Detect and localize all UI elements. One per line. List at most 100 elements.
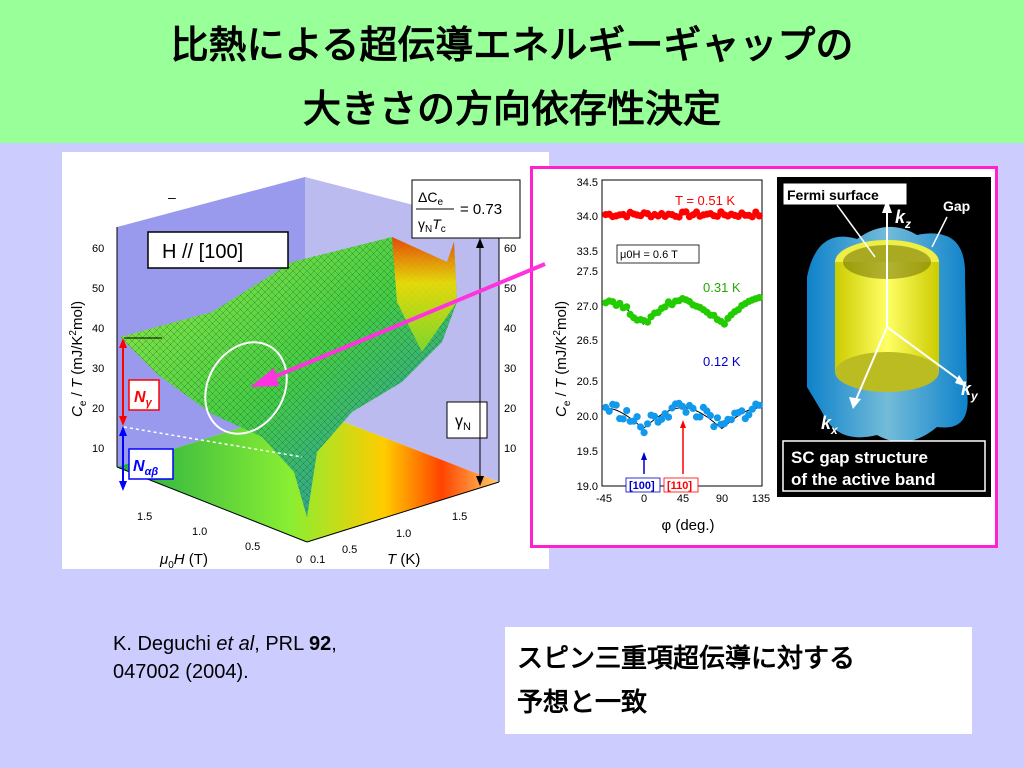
data-point xyxy=(637,423,645,431)
kz-label: kz xyxy=(895,207,911,231)
data-point xyxy=(644,318,652,326)
dir-100-arrow-head xyxy=(641,452,647,460)
data-point xyxy=(710,423,718,431)
t-axis xyxy=(306,481,500,543)
n-gamma-arrow-head-down xyxy=(119,416,127,426)
h-ticks: 1.5 1.0 0.5 0 xyxy=(137,511,302,566)
y-tick: 26.5 xyxy=(577,335,598,347)
ratio-numerator: ΔCe xyxy=(418,189,443,208)
n-alphabeta-label: Nαβ xyxy=(133,458,158,478)
slide-title-line1: 比熱による超伝導エネルギーギャップの xyxy=(170,23,854,67)
citation-comma: , xyxy=(331,633,337,655)
data-point xyxy=(713,414,721,422)
data-point xyxy=(619,415,627,423)
x-axis-label: φ (deg.) xyxy=(661,517,714,534)
series-label-031: 0.31 K xyxy=(703,280,741,295)
fermi-surface-box xyxy=(782,182,908,206)
data-point xyxy=(689,404,697,412)
data-point xyxy=(644,420,652,428)
y-tick-right: 20 xyxy=(504,403,516,415)
field-direction-label: H // [100] xyxy=(162,241,243,263)
gamma-n-label: γN xyxy=(455,413,471,433)
citation-et-al: et al xyxy=(216,633,255,655)
y-tick: 27.0 xyxy=(577,301,598,313)
t-axis-label: T (K) xyxy=(387,551,420,568)
angle-dependence-plot: 34.5 34.0 33.5 27.5 27.0 26.5 20.5 20.0 … xyxy=(552,177,770,534)
data-point xyxy=(748,405,756,413)
h-axis-label: μ0H (T) xyxy=(159,551,208,569)
series-group xyxy=(602,208,763,437)
right-y-ticks: 60 50 40 30 20 10 xyxy=(504,243,516,455)
field-note: μ0H = 0.6 T xyxy=(620,249,678,261)
y-tick: 60 xyxy=(92,243,104,255)
data-point xyxy=(745,411,753,419)
left-y-ticks: 60 50 40 30 20 10 xyxy=(92,243,104,455)
series-label-012: 0.12 K xyxy=(703,354,741,369)
dir-100-label: [100] xyxy=(629,480,655,492)
data-point xyxy=(640,429,648,437)
y-tick: 27.5 xyxy=(577,266,598,278)
conclusion-box: スピン三重項超伝導に対する 予想と一致 xyxy=(505,627,972,734)
dash-mark: – xyxy=(168,189,176,205)
slide-title-line2: 大きさの方向依存性決定 xyxy=(302,87,721,131)
field-note-box xyxy=(616,244,700,264)
x-tick: 45 xyxy=(677,493,689,505)
citation: K. Deguchi et al, PRL 92, 047002 (2004). xyxy=(113,630,337,686)
y-tick: 34.5 xyxy=(577,177,598,189)
dir-110-box xyxy=(663,477,699,493)
data-point xyxy=(623,303,631,311)
y-tick: 19.0 xyxy=(577,481,598,493)
y-tick: 40 xyxy=(92,323,104,335)
data-point xyxy=(727,416,735,424)
y-tick: 19.5 xyxy=(577,446,598,458)
plot-frame xyxy=(601,179,763,487)
conclusion-line2: 予想と一致 xyxy=(517,688,648,718)
t-tick: 0.1 xyxy=(310,554,325,566)
h-tick: 0.5 xyxy=(245,541,260,553)
kx-arrow xyxy=(854,326,888,403)
y-tick: 20.0 xyxy=(577,411,598,423)
x-tick: -45 xyxy=(596,493,612,505)
dir-100-box xyxy=(625,477,661,493)
x-tick: 0 xyxy=(641,493,647,505)
angle-x-ticks: -45 0 45 90 135 xyxy=(596,493,770,505)
data-point xyxy=(738,407,746,415)
h-tick: 0 xyxy=(296,554,302,566)
y-tick: 20.5 xyxy=(577,376,598,388)
field-direction-box xyxy=(147,231,289,269)
y-tick-right: 50 xyxy=(504,283,516,295)
ky-arrow xyxy=(886,326,963,383)
ky-label: ky xyxy=(961,379,979,403)
t-tick: 1.0 xyxy=(396,528,411,540)
citation-authors: K. Deguchi xyxy=(113,633,217,655)
data-point xyxy=(696,413,704,421)
n-gamma-label: Nγ xyxy=(134,389,153,409)
ratio-denominator: γNTc xyxy=(418,216,446,235)
conclusion-line1: スピン三重項超伝導に対する xyxy=(517,644,856,674)
gap-caption-line1: SC gap structure xyxy=(791,448,928,467)
n-alphabeta-box xyxy=(128,448,174,480)
fermi-pointer xyxy=(836,204,876,258)
y-tick-right: 40 xyxy=(504,323,516,335)
data-point xyxy=(633,413,641,421)
data-point xyxy=(682,408,690,416)
data-point xyxy=(720,320,728,328)
x-tick: 135 xyxy=(752,493,770,505)
data-point xyxy=(664,413,673,421)
n-gamma-box xyxy=(128,379,160,411)
y-tick-right: 30 xyxy=(504,363,516,375)
y-tick: 34.0 xyxy=(577,211,598,223)
citation-volume: 92 xyxy=(309,633,332,655)
citation-journal: , PRL xyxy=(254,633,310,655)
gap-caption-box xyxy=(782,440,986,492)
y-tick: 30 xyxy=(92,363,104,375)
title-banner xyxy=(0,0,1024,143)
dotted-guide xyxy=(123,426,303,458)
ratio-value: = 0.73 xyxy=(460,201,502,218)
n-gamma-arrow-head-up xyxy=(119,338,127,348)
fermi-surface-label: Fermi surface xyxy=(787,187,879,203)
h-tick: 1.5 xyxy=(137,511,152,523)
gap-pointer xyxy=(931,216,948,248)
data-point xyxy=(612,401,620,409)
y-tick: 10 xyxy=(92,443,104,455)
